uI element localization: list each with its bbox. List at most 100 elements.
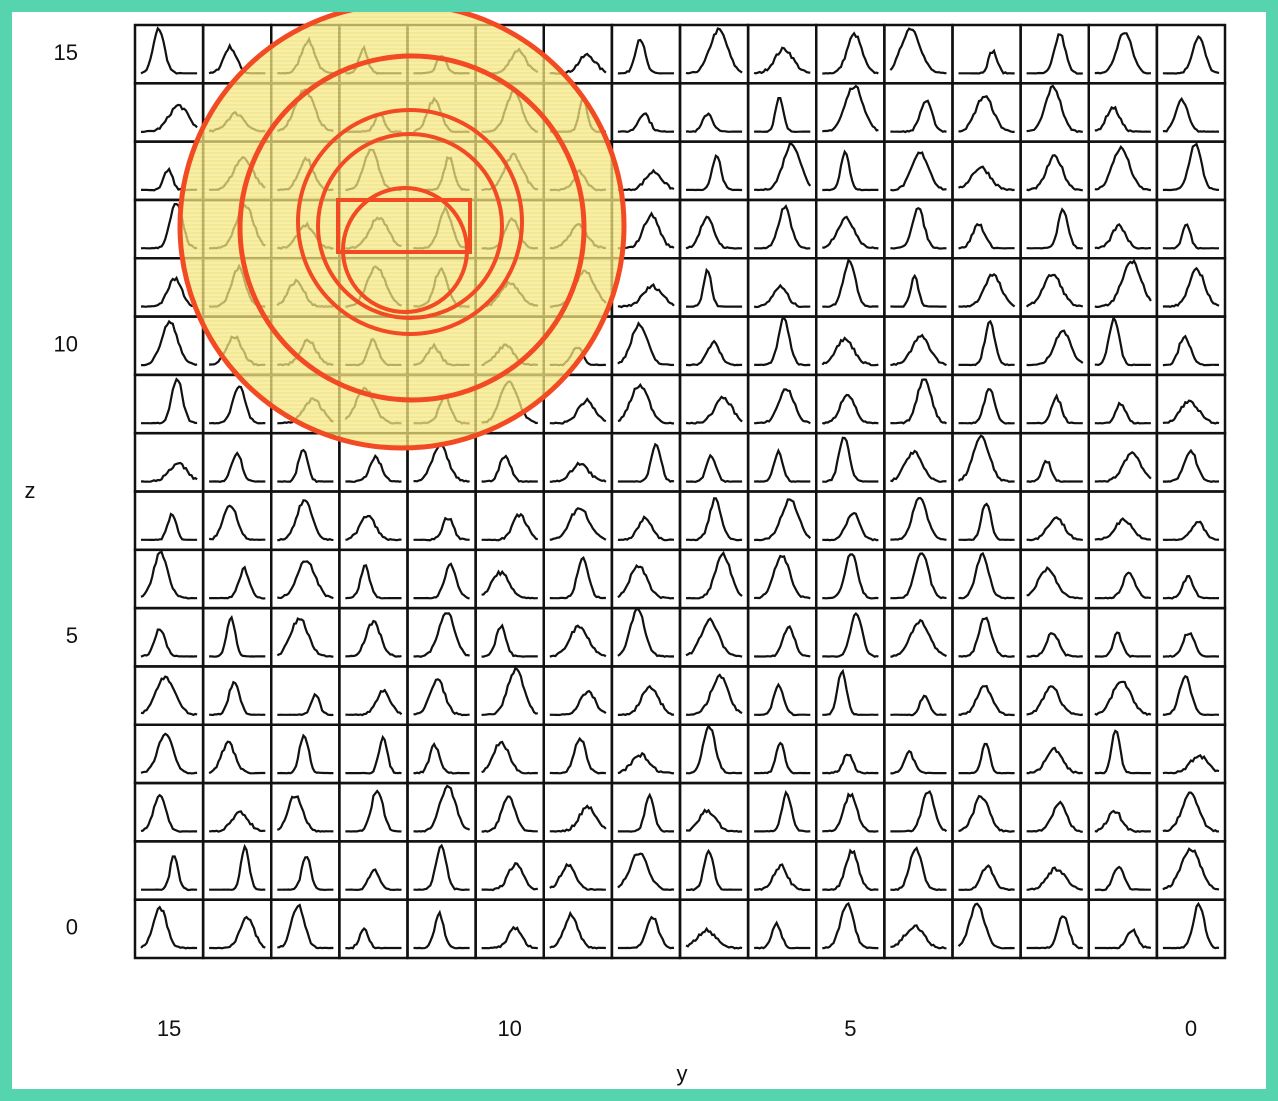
spectrum-trace [1027,461,1083,482]
cell-frame [1089,83,1157,141]
spectrum-trace [890,696,946,715]
cell-frame [748,900,816,958]
cell-frame [408,783,476,841]
spectrum-trace [618,686,674,715]
spectrum-trace [345,929,401,949]
cell-frame [680,666,748,724]
cell-frame [816,492,884,550]
spectrum-trace [1163,144,1219,190]
spectrum-trace [345,516,401,540]
spectrum-trace [822,794,878,831]
spectrum-trace [482,514,538,540]
spectrum-trace [686,341,742,365]
cell-frame [1089,666,1157,724]
cell-frame [953,317,1021,375]
spectrum-trace [1095,318,1151,365]
cell-frame [953,492,1021,550]
cell-frame [544,550,612,608]
spectrum-trace [959,866,1015,890]
cell-frame [271,783,339,841]
spectrum-trace [890,925,946,948]
cell-frame [1089,550,1157,608]
cell-frame [1157,725,1225,783]
cell-frame [1157,317,1225,375]
spectrum-trace [754,500,810,541]
cell-frame [816,375,884,433]
spectrum-trace [754,206,810,248]
spectrum-trace [550,508,606,540]
cell-frame [408,841,476,899]
cell-frame [408,550,476,608]
cell-frame [680,142,748,200]
spectrum-trace [141,907,197,948]
cell-frame [271,725,339,783]
cell-frame [544,725,612,783]
spectrum-trace [141,857,197,891]
spectrum-trace [1027,686,1083,715]
spectrum-trace [277,736,333,774]
spectrum-trace [618,917,674,948]
cell-frame [476,900,544,958]
spectrum-trace [414,846,470,890]
spectrum-trace [618,114,674,132]
cell-frame [1089,783,1157,841]
cell-frame [339,666,407,724]
spectrum-trace [141,795,197,832]
spectrum-trace [1027,396,1083,424]
spectrum-trace [822,260,878,306]
spectrum-trace [686,29,742,74]
spectrum-trace [277,857,333,890]
cell-frame [271,841,339,899]
spectrum-trace [141,630,197,657]
cell-frame [816,666,884,724]
spectrum-trace [209,847,265,890]
cell-frame [135,83,203,141]
spectrum-trace [1163,522,1219,540]
spectrum-trace [822,33,878,73]
cell-frame [612,783,680,841]
cell-frame [680,375,748,433]
cell-frame [1021,142,1089,200]
spectrum-trace [345,565,401,598]
spectrum-trace [959,224,1015,248]
spectrum-trace [754,48,810,74]
spectrum-trace [482,572,538,599]
spectrum-trace [618,854,674,890]
spectrum-trace [1163,225,1219,249]
spectrum-trace [345,791,401,832]
cell-frame [544,666,612,724]
spectrum-trace [141,322,197,366]
y-tick-label: 10 [54,332,78,357]
spectrum-trace [754,389,810,423]
cell-frame [544,608,612,666]
cell-frame [203,550,271,608]
spectrum-trace [754,793,810,832]
spectrum-trace [277,905,333,948]
spectrum-trace [1163,576,1219,598]
spectrum-trace [550,558,606,598]
cell-frame [748,375,816,433]
cell-frame [339,608,407,666]
spectrum-trace [618,753,674,773]
spectrum-trace [754,627,810,657]
cell-frame [1021,725,1089,783]
spectrum-trace [618,566,674,599]
spectrum-trace [1163,99,1219,132]
chart: z y 051015151050 [0,0,1278,1101]
cell-frame [476,608,544,666]
spectrum-trace [1027,868,1083,890]
spectrum-trace [754,318,810,365]
spectrum-trace [277,619,333,657]
cell-frame [1089,725,1157,783]
cell-frame [884,25,952,83]
spectrum-trace [345,690,401,715]
cell-frame [884,375,952,433]
spectrum-trace [1027,748,1083,773]
spectrum-trace [754,743,810,773]
spectrum-trace [959,904,1015,949]
cell-frame [680,550,748,608]
spectrum-trace [482,626,538,657]
spectrum-trace [686,270,742,307]
cell-frame [408,492,476,550]
cell-frame [339,725,407,783]
